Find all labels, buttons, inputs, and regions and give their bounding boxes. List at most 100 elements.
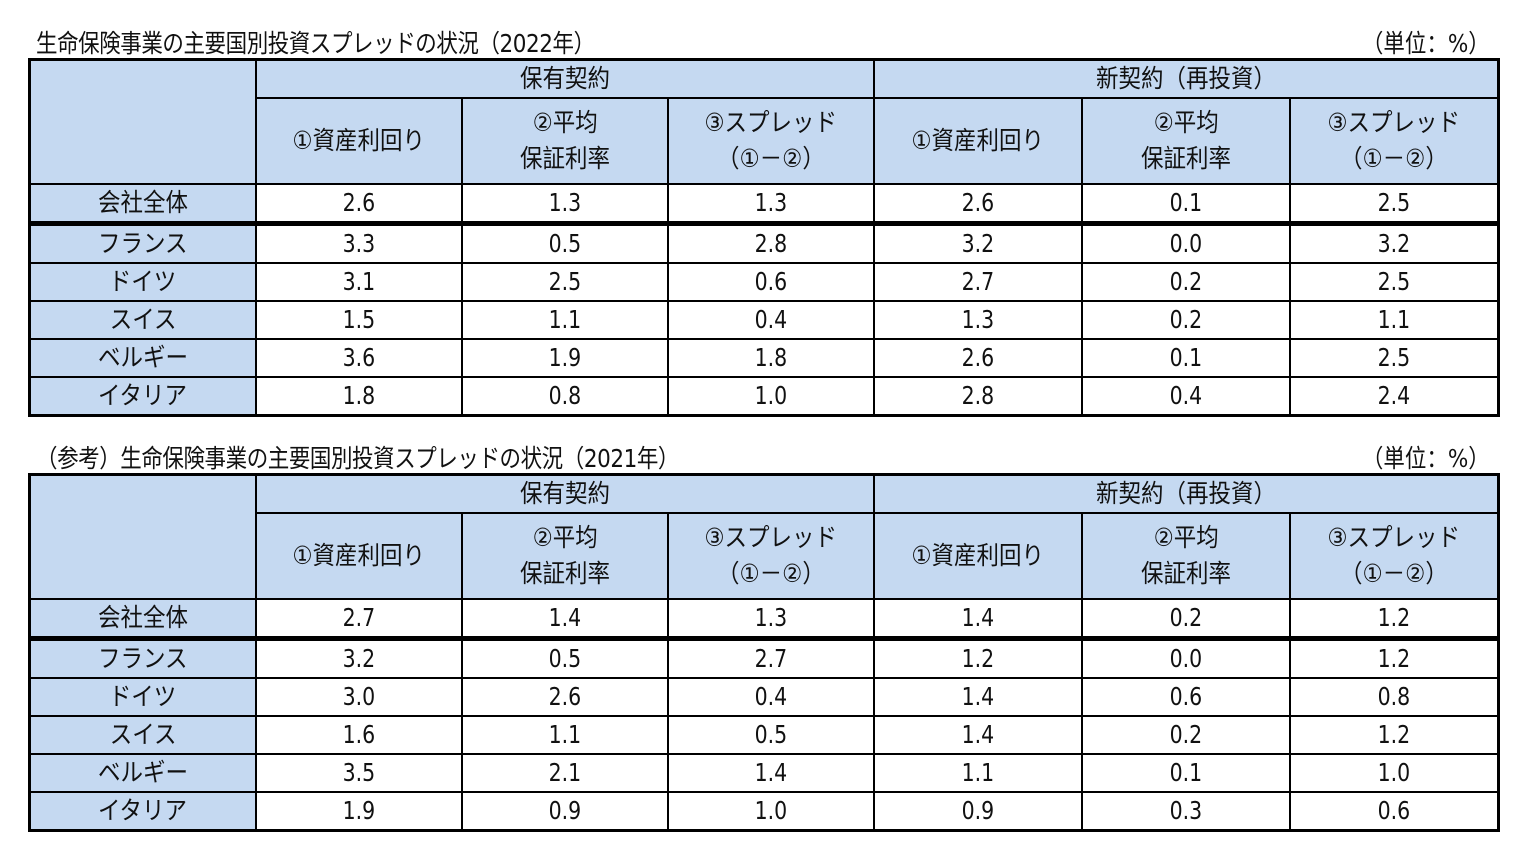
value-text: 1.6 bbox=[342, 720, 375, 749]
value-cell: 1.6 bbox=[254, 715, 463, 755]
unit-label: （単位：%） bbox=[1362, 29, 1490, 58]
value-cell: 0.1 bbox=[1081, 183, 1292, 226]
value-cell: 0.2 bbox=[1081, 262, 1292, 302]
value-cell: 0.0 bbox=[1081, 637, 1292, 679]
value-cell: 1.4 bbox=[460, 598, 669, 641]
column-header: ①資産利回り bbox=[873, 97, 1084, 185]
row-label: ドイツ bbox=[28, 262, 257, 302]
value-text: 0.6 bbox=[1169, 682, 1203, 711]
row-label-text: 会社全体 bbox=[97, 188, 188, 217]
value-text: 0.5 bbox=[548, 229, 582, 258]
column-header: ①資産利回り bbox=[873, 512, 1084, 600]
group-header-in-force: 保有契約 bbox=[254, 58, 876, 99]
value-text: 0.9 bbox=[961, 796, 995, 825]
value-cell: 1.3 bbox=[873, 300, 1084, 340]
value-text: 1.8 bbox=[342, 381, 375, 410]
row-label: 会社全体 bbox=[28, 598, 257, 641]
spread-table-2021: （参考）生命保険事業の主要国別投資スプレッドの状況（2021年） （単位：%） … bbox=[28, 441, 1500, 832]
value-text: 1.4 bbox=[754, 758, 788, 787]
column-header-line1: ③スプレッド bbox=[1327, 523, 1461, 552]
value-cell: 0.3 bbox=[1081, 791, 1292, 832]
column-header: ②平均 保証利率 bbox=[1081, 512, 1292, 600]
column-header-line1: ③スプレッド bbox=[1327, 108, 1461, 137]
column-header-line2: 保証利率 bbox=[519, 559, 610, 588]
value-cell: 2.6 bbox=[254, 183, 463, 226]
total-row: 会社全体 2.6 1.3 1.3 2.6 0.1 2.5 bbox=[28, 183, 1500, 226]
row-label: ドイツ bbox=[28, 677, 257, 717]
row-label-text: スイス bbox=[109, 720, 177, 749]
value-cell: 2.8 bbox=[666, 222, 876, 264]
value-text: 0.1 bbox=[1169, 758, 1203, 787]
column-header-line2: （①－②） bbox=[717, 559, 825, 588]
value-text: 2.8 bbox=[754, 229, 788, 258]
corner-header-cell bbox=[28, 58, 257, 185]
value-cell: 1.3 bbox=[666, 183, 876, 226]
spread-table: 保有契約 新契約（再投資） ①資産利回り ②平均 保証利率 ③スプレッド （①－②） ①資… bbox=[28, 473, 1500, 832]
country-row: スイス 1.6 1.1 0.5 1.4 0.2 1.2 bbox=[28, 715, 1500, 755]
value-text: 0.4 bbox=[754, 682, 788, 711]
value-cell: 0.4 bbox=[1081, 376, 1292, 417]
row-label: フランス bbox=[28, 222, 257, 264]
column-header-line2: 保証利率 bbox=[1141, 144, 1232, 173]
row-label: ベルギー bbox=[28, 338, 257, 378]
group-header-new-business: 新契約（再投資） bbox=[873, 58, 1500, 99]
value-cell: 1.4 bbox=[873, 715, 1084, 755]
value-text: 0.2 bbox=[1169, 267, 1203, 296]
value-text: 2.5 bbox=[1377, 343, 1411, 372]
value-text: 1.2 bbox=[961, 644, 995, 673]
row-label-text: ドイツ bbox=[109, 682, 177, 711]
value-text: 3.2 bbox=[961, 229, 995, 258]
value-text: 0.8 bbox=[1377, 682, 1411, 711]
value-cell: 3.6 bbox=[254, 338, 463, 378]
value-cell: 1.9 bbox=[254, 791, 463, 832]
value-cell: 0.9 bbox=[873, 791, 1084, 832]
value-text: 0.2 bbox=[1169, 305, 1203, 334]
row-label-text: ベルギー bbox=[97, 758, 188, 787]
value-text: 2.4 bbox=[1377, 381, 1411, 410]
value-text: 2.1 bbox=[548, 758, 582, 787]
table-title: 生命保険事業の主要国別投資スプレッドの状況（2022年） bbox=[36, 29, 595, 58]
row-label: イタリア bbox=[28, 376, 257, 417]
column-header-line2: （①－②） bbox=[1340, 144, 1449, 173]
column-header-line1: ①資産利回り bbox=[292, 126, 426, 155]
value-text: 2.7 bbox=[961, 267, 995, 296]
total-row: 会社全体 2.7 1.4 1.3 1.4 0.2 1.2 bbox=[28, 598, 1500, 641]
value-cell: 1.0 bbox=[666, 791, 876, 832]
value-cell: 3.1 bbox=[254, 262, 463, 302]
row-label-text: スイス bbox=[109, 305, 177, 334]
value-text: 3.6 bbox=[342, 343, 375, 372]
column-header-line1: ①資産利回り bbox=[911, 541, 1045, 570]
value-cell: 1.1 bbox=[1289, 300, 1500, 340]
value-cell: 0.6 bbox=[1081, 677, 1292, 717]
value-cell: 2.5 bbox=[460, 262, 669, 302]
row-label: イタリア bbox=[28, 791, 257, 832]
table-body: 会社全体 2.6 1.3 1.3 2.6 0.1 2.5 フランス 3.3 0.5 2.8 3.2 0.… bbox=[28, 183, 1500, 417]
value-cell: 2.7 bbox=[254, 598, 463, 641]
value-text: 1.5 bbox=[342, 305, 375, 334]
value-text: 2.8 bbox=[961, 381, 995, 410]
value-cell: 0.1 bbox=[1081, 753, 1292, 793]
value-text: 3.3 bbox=[342, 229, 375, 258]
value-text: 2.7 bbox=[754, 644, 788, 673]
value-cell: 0.8 bbox=[460, 376, 669, 417]
value-text: 2.6 bbox=[548, 682, 582, 711]
column-header: ③スプレッド （①－②） bbox=[1289, 512, 1500, 600]
value-cell: 1.1 bbox=[460, 300, 669, 340]
value-cell: 0.6 bbox=[666, 262, 876, 302]
value-cell: 3.2 bbox=[873, 222, 1084, 264]
row-label: 会社全体 bbox=[28, 183, 257, 226]
value-text: 1.4 bbox=[548, 603, 582, 632]
value-text: 1.1 bbox=[961, 758, 995, 787]
value-text: 0.9 bbox=[548, 796, 582, 825]
value-cell: 0.1 bbox=[1081, 338, 1292, 378]
value-cell: 2.6 bbox=[873, 338, 1084, 378]
value-cell: 2.6 bbox=[460, 677, 669, 717]
row-label-text: ベルギー bbox=[97, 343, 188, 372]
value-text: 2.6 bbox=[961, 343, 995, 372]
value-text: 1.1 bbox=[548, 720, 582, 749]
value-text: 3.2 bbox=[1377, 229, 1411, 258]
value-cell: 1.2 bbox=[1289, 715, 1500, 755]
value-cell: 3.2 bbox=[1289, 222, 1500, 264]
value-text: 0.0 bbox=[1169, 644, 1203, 673]
value-text: 0.1 bbox=[1169, 343, 1203, 372]
